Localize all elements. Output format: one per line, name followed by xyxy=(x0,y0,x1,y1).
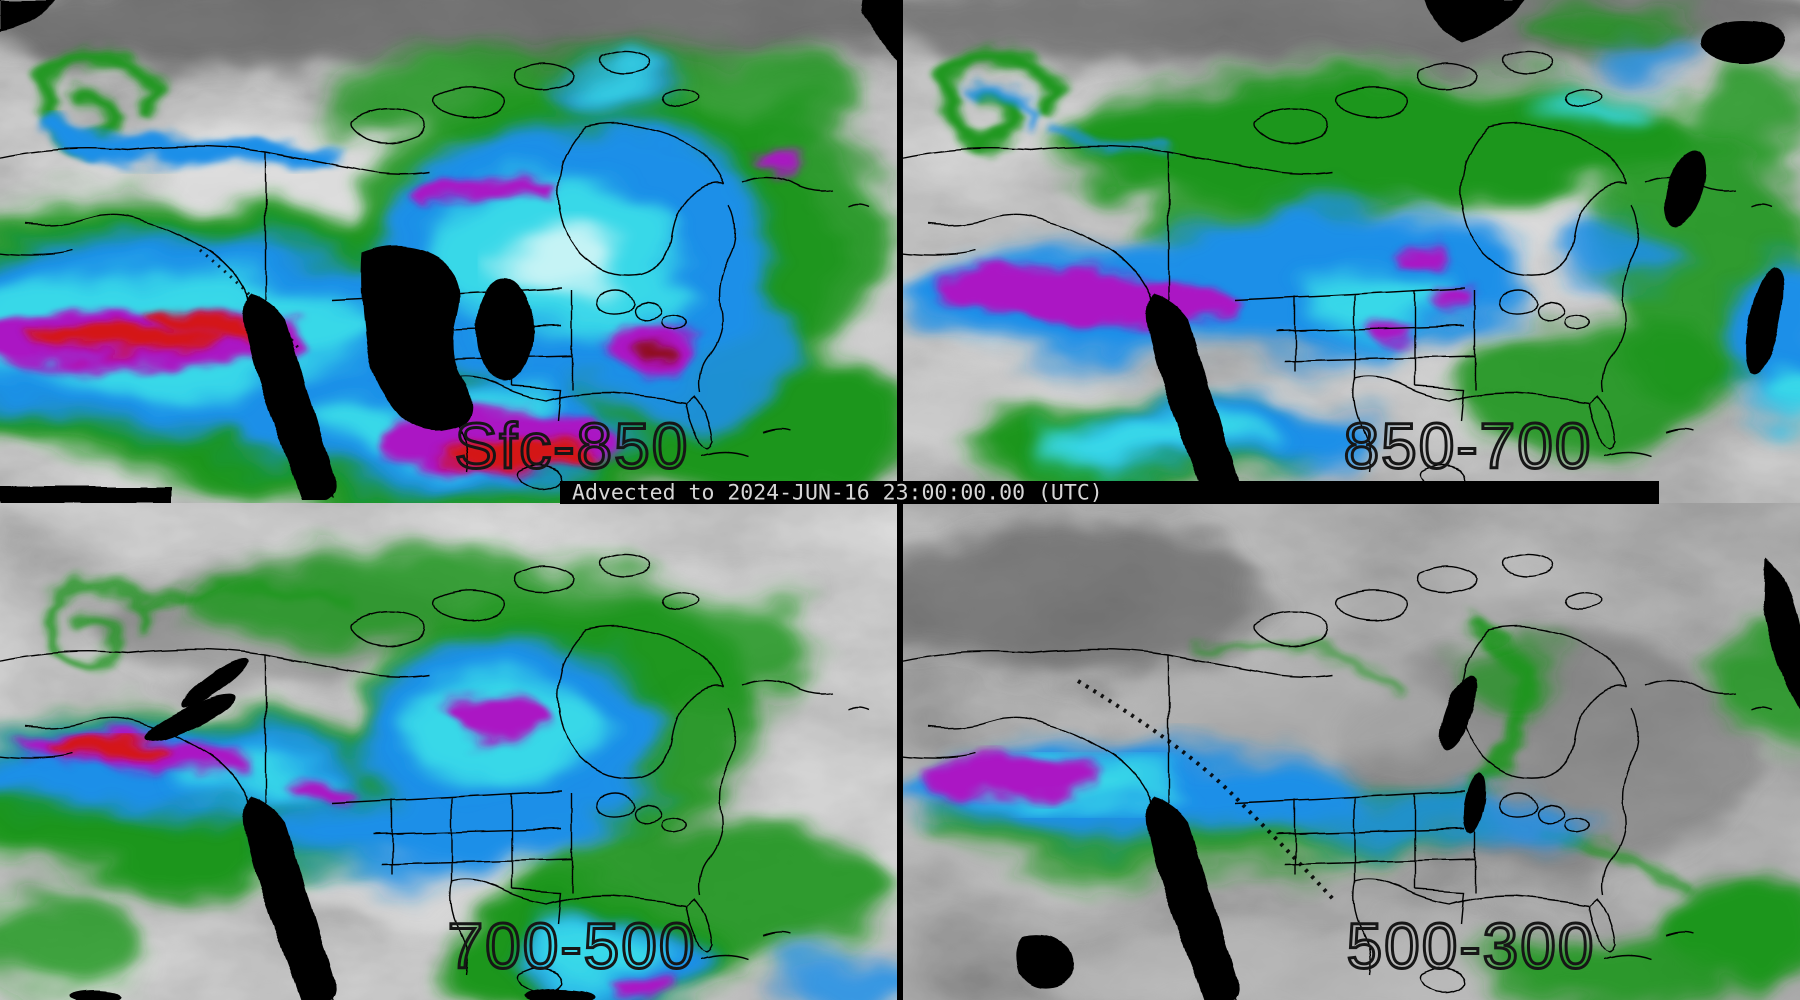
dry-black-land xyxy=(1147,0,1785,500)
title-bar-text: Advected to 2024-JUN-16 23:00:00.00 (UTC… xyxy=(572,481,1103,506)
cyclone-spiral xyxy=(936,44,1179,154)
panel-label-500-300: 500-300 xyxy=(1347,910,1596,982)
panel-500-300: 500-300 xyxy=(903,503,1800,1000)
dry-black-land xyxy=(70,658,595,1000)
dry-black-land xyxy=(1015,558,1800,1000)
panel-label-sfc-850: Sfc-850 xyxy=(455,410,690,482)
title-bar: Advected to 2024-JUN-16 23:00:00.00 (UTC… xyxy=(560,481,1659,506)
moisture-red-layer xyxy=(40,739,170,759)
title-bar-background xyxy=(560,481,1659,504)
panel-850-700: 850-700 xyxy=(903,0,1800,503)
dry-black-land xyxy=(0,0,897,503)
panel-divider-vertical-top xyxy=(897,0,903,503)
panel-700-500: 700-500 xyxy=(0,503,897,1000)
moisture-red-layer xyxy=(25,306,680,471)
panel-divider-vertical-bottom xyxy=(899,503,902,1000)
moisture-magenta-layer xyxy=(928,757,1098,797)
panel-sfc-850: Sfc-850 xyxy=(0,0,897,503)
panel-label-850-700: 850-700 xyxy=(1344,410,1593,482)
panel-label-700-500: 700-500 xyxy=(448,910,697,982)
